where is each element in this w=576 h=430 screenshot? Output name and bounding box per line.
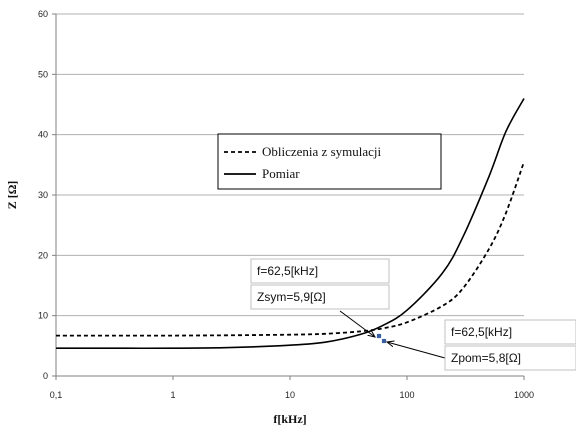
annotation-box xyxy=(444,345,576,371)
annotation-marker xyxy=(376,333,382,339)
annotation-text: Zpom=5,8[Ω] xyxy=(451,351,521,365)
x-tick-label: 0,1 xyxy=(50,390,63,400)
annotation-box xyxy=(250,258,390,284)
x-tick-label: 10 xyxy=(285,390,295,400)
x-ticks: 0,1 1 10 100 1000 xyxy=(50,376,534,400)
x-tick-label: 1 xyxy=(170,390,175,400)
y-tick-label: 10 xyxy=(38,311,48,321)
x-axis-title: f[kHz] xyxy=(273,412,306,426)
annotation-box xyxy=(250,284,390,310)
series-layer xyxy=(55,98,525,350)
y-tick-label: 30 xyxy=(38,190,48,200)
annotations-layer: f=62,5[kHz] Zsym=5,9[Ω] f=62,5[kHz] Zpom=5,… xyxy=(250,258,576,371)
y-tick-label: 50 xyxy=(38,69,48,79)
legend-box xyxy=(217,133,442,190)
y-tick-label: 60 xyxy=(38,9,48,19)
annotation-box xyxy=(444,319,576,345)
y-ticks: 0 10 20 30 40 50 60 xyxy=(38,9,56,381)
y-tick-label: 40 xyxy=(38,130,48,140)
grid xyxy=(56,13,524,317)
legend-label-series-2: Pomiar xyxy=(262,166,300,181)
legend-label-series-1: Obliczenia z symulacji xyxy=(262,144,382,159)
annotation-text: f=62,5[kHz] xyxy=(451,325,512,339)
annotation-leader-arrow xyxy=(339,310,375,337)
y-tick-label: 0 xyxy=(43,371,48,381)
annotation-text: f=62,5[kHz] xyxy=(257,264,318,278)
annotation-leader-arrow xyxy=(387,342,446,359)
x-tick-label: 100 xyxy=(399,390,414,400)
legend: Obliczenia z symulacji Pomiar xyxy=(217,133,442,190)
annotation-text: Zsym=5,9[Ω] xyxy=(257,290,326,304)
y-tick-label: 20 xyxy=(38,250,48,260)
x-tick-label: 1000 xyxy=(514,390,534,400)
series-line-2 xyxy=(56,98,525,350)
y-axis-title: Z [Ω] xyxy=(5,181,19,210)
annotation-marker xyxy=(381,338,387,344)
